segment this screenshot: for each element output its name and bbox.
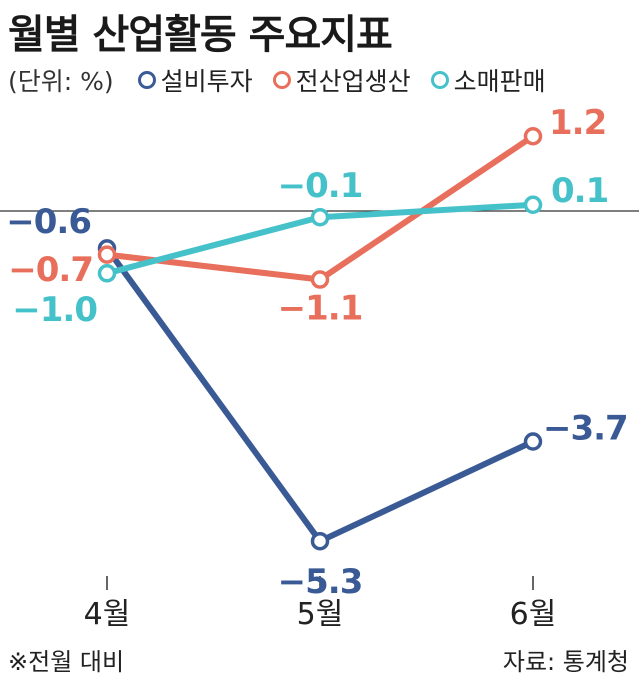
legend-item-capex: 설비투자	[137, 62, 253, 98]
legend-item-retail: 소매판매	[430, 62, 546, 98]
data-label-retail-3: 0.1	[551, 171, 608, 211]
data-label-production-1: −0.7	[8, 250, 93, 290]
data-label-retail-2: −0.1	[278, 166, 363, 206]
unit-label: (단위: %)	[8, 67, 114, 96]
legend-marker-capex	[137, 71, 156, 89]
data-label-production-3: 1.2	[549, 103, 606, 143]
data-label-capex-1: −0.6	[6, 202, 91, 242]
data-label-capex-2: −5.3	[278, 562, 363, 602]
legend-marker-retail	[430, 71, 449, 89]
x-tick-label-3: 6월	[510, 597, 557, 632]
legend-item-production: 전산업생산	[272, 62, 411, 98]
point-retail-3	[523, 195, 543, 215]
point-capex-2	[310, 531, 330, 551]
point-production-1	[97, 245, 117, 264]
data-label-retail-1: −1.0	[12, 290, 97, 330]
x-tick-label-2: 5월	[297, 597, 344, 632]
legend-marker-production	[272, 71, 291, 89]
point-retail-2	[310, 207, 330, 227]
legend: (단위: %) 설비투자 전산업생산 소매판매	[8, 62, 633, 98]
point-production-3	[523, 126, 543, 146]
data-label-production-2: −1.1	[278, 289, 363, 329]
point-production-2	[310, 270, 330, 289]
chart-title: 월별 산업활동 주요지표	[8, 12, 393, 58]
x-tick-label-1: 4월	[84, 597, 131, 632]
legend-label-capex: 설비투자	[160, 67, 253, 96]
source-label: 자료: 통계청	[502, 648, 629, 676]
footnote: ※전월 대비	[8, 648, 125, 676]
point-retail-1	[97, 264, 117, 283]
legend-label-production: 전산업생산	[295, 67, 411, 96]
data-label-capex-3: −3.7	[543, 409, 628, 449]
point-capex-3	[523, 432, 543, 451]
legend-label-retail: 소매판매	[453, 67, 546, 96]
